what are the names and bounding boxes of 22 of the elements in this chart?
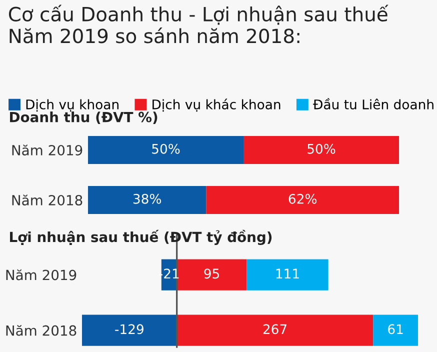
legend-label: Dịch vụ khoan xyxy=(26,99,118,112)
y-tick-label: Năm 2019 xyxy=(6,269,76,280)
bar xyxy=(373,314,418,346)
data-label: 111 xyxy=(276,268,299,278)
legend-label: Dịch vụ khác khoan xyxy=(152,98,280,112)
data-label: 95 xyxy=(204,268,220,279)
data-label: 50% xyxy=(308,144,336,154)
y-tick-label: Năm 2019 xyxy=(12,144,82,156)
data-label: 38% xyxy=(133,194,162,204)
y-tick-label: Năm 2018 xyxy=(6,324,76,336)
data-label: 61 xyxy=(388,324,403,334)
data-label: 267 xyxy=(263,324,286,334)
chart-subtitle: Doanh thu (ĐVT %) xyxy=(10,112,158,124)
legend-label: Đầu tu Liên doanh xyxy=(313,98,434,110)
bar xyxy=(246,259,328,290)
data-label: 50% xyxy=(152,144,180,154)
bar xyxy=(82,314,177,346)
data-label: -129 xyxy=(115,324,144,334)
bar xyxy=(176,314,374,346)
data-label: 62% xyxy=(288,194,317,204)
chart-title: Cơ cấu Doanh thu - Lợi nhuận sau thuế Năm 2019 so sánh năm 2018: xyxy=(8,4,388,44)
y-tick-label: Năm 2018 xyxy=(12,194,82,206)
